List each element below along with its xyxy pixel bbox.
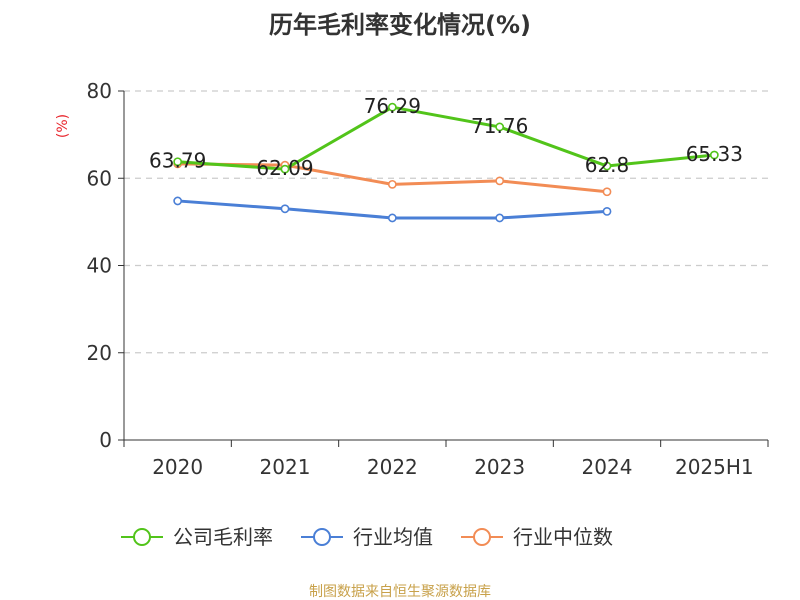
legend-swatch-marker [133,528,151,546]
y-axis-label: (%) [55,114,71,138]
legend-label: 公司毛利率 [173,525,273,549]
series-0-point [387,102,397,112]
series-2-point [602,187,612,197]
data-label: 62.8 [585,153,630,177]
legend-item-2[interactable]: 行业中位数 [461,525,613,549]
y-tick-label: 40 [87,254,112,278]
y-tick-label: 80 [87,79,112,103]
axis-layer: 0 20 40 60 80 2020 2021 2022 2023 2024 2025H1 [87,79,769,479]
series-0-line [177,105,715,171]
series-0-point [495,122,505,132]
series-1-point [280,204,290,214]
legend: 公司毛利率 行业均值 行业中位数 [121,525,613,549]
data-label-layer: 63.79 62.09 76.29 71.76 62.8 65.33 [149,94,743,180]
data-label: 62.09 [256,156,313,180]
x-tick-label: 2023 [474,455,525,479]
series-layer [173,102,719,223]
data-label: 71.76 [471,114,528,138]
x-tick-label: 2024 [582,455,633,479]
series-2-point [387,179,397,189]
series-0-point [280,164,290,174]
series-1-point [495,213,505,223]
legend-label: 行业均值 [353,525,433,549]
legend-label: 行业中位数 [513,525,613,549]
series-0-point [173,157,183,167]
legend-item-1[interactable]: 行业均值 [301,525,433,549]
data-label: 65.33 [686,142,743,166]
legend-swatch-marker [313,528,331,546]
source-note: 制图数据来自恒生聚源数据库 [309,584,491,600]
grid-layer [124,90,768,354]
x-tick-label: 2020 [152,455,203,479]
series-1-point [173,196,183,206]
x-tick-label: 2025H1 [675,455,754,479]
legend-item-0[interactable]: 公司毛利率 [121,525,273,549]
y-tick-label: 60 [87,166,112,190]
chart-title: 历年毛利率变化情况(%) [269,11,531,39]
series-0-point [709,150,719,160]
x-tick-label: 2022 [367,455,418,479]
series-2-point [495,176,505,186]
y-tick-label: 0 [99,428,112,452]
legend-swatch-marker [473,528,491,546]
series-0-point [602,161,612,171]
x-tick-label: 2021 [260,455,311,479]
series-1-point [602,207,612,216]
data-label: 63.79 [149,149,206,173]
data-label: 76.29 [364,94,421,118]
y-tick-label: 20 [87,341,112,365]
series-1-point [387,213,397,223]
